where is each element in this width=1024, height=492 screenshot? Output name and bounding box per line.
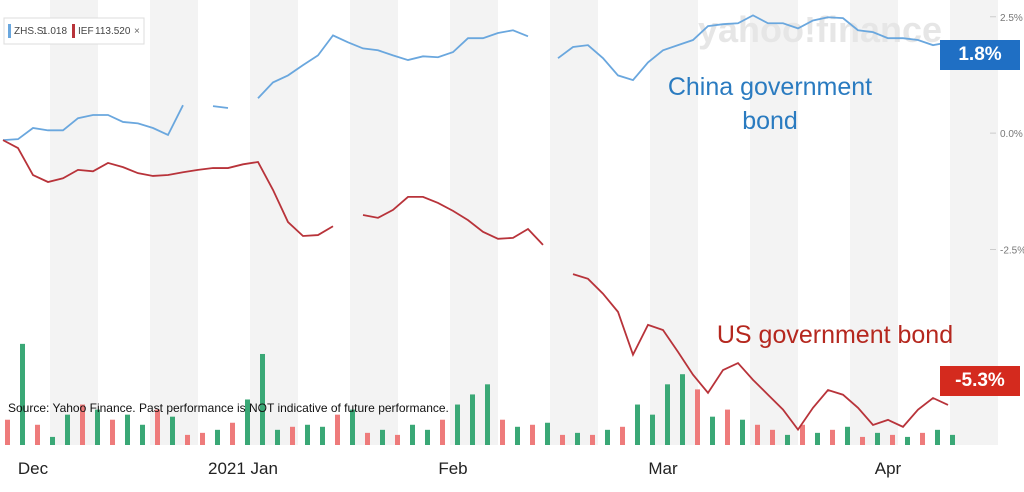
series-line [2,139,949,432]
volume-bar [185,434,190,445]
volume-bar [200,432,205,445]
volume-bar [635,404,640,445]
volume-bar [755,424,760,445]
y-tick-label: 2.5% [1000,13,1023,24]
stripe [250,0,298,445]
legend-swatch [72,24,75,38]
volume-bar [455,404,460,445]
volume-bar [125,414,130,445]
volume-bar [155,409,160,445]
legend-price: 1.018 [42,26,67,37]
volume-bar [605,429,610,445]
volume-bar [620,426,625,445]
volume-bar [380,429,385,445]
stripe [750,0,798,445]
volume-bar [140,424,145,445]
volume-bar [365,432,370,445]
volume-bar [950,434,955,445]
last-value-badge: -5.3% [940,366,1020,396]
volume-bar [215,429,220,445]
volume-bar [935,429,940,445]
volume-bar [725,409,730,445]
stripe [550,0,598,445]
watermark: yahoo!finance [698,9,942,50]
x-tick-label: Mar [648,459,678,478]
volume-bar [575,432,580,445]
volume-bar [35,424,40,445]
volume-bar [770,429,775,445]
series-annotation: US government bond [716,321,954,349]
source-note: Source: Yahoo Finance. Past performance … [8,401,449,415]
legend-symbol: ZHS.SI [14,26,46,37]
volume-bar [665,384,670,445]
legend-symbol: IEF [78,26,94,37]
stripe [150,0,198,445]
volume-bar [290,426,295,445]
series-annotation: China government bond [667,73,873,135]
stripe [850,0,898,445]
x-tick-label: 2021 Jan [208,459,278,478]
stripe [50,0,98,445]
volume-bar [50,436,55,445]
volume-bar [830,429,835,445]
volume-bar [815,432,820,445]
volume-bar [395,434,400,445]
volume-bar [65,414,70,445]
volume-bar [560,434,565,445]
volume-bar [335,414,340,445]
volume-bar [650,414,655,445]
volume-bar [440,419,445,445]
volume-bar [920,432,925,445]
legend-close[interactable]: × [134,26,140,37]
volume-bar [710,416,715,445]
volume-bar [875,432,880,445]
series-line [2,14,949,142]
volume-bar [890,434,895,445]
volume-bar [110,419,115,445]
volume-bar [680,374,685,445]
volume-bar [530,424,535,445]
volume-bar [320,426,325,445]
volume-bar [20,343,25,445]
volume-bar [545,422,550,445]
volume-bar [800,424,805,445]
x-tick-label: Feb [438,459,467,478]
y-tick-label: 0.0% [1000,129,1023,140]
volume-bar [230,422,235,445]
volume-bar [350,409,355,445]
x-tick-label: Apr [875,459,902,478]
x-tick-label: Dec [18,459,49,478]
volume-bar [5,419,10,445]
background-stripes [50,0,998,445]
volume-bar [740,419,745,445]
volume-bar [515,426,520,445]
volume-bar [275,429,280,445]
last-value-badge: 1.8% [940,40,1020,70]
volume-bar [785,434,790,445]
volume-bar [905,436,910,445]
volume-bar [695,389,700,445]
stripe [650,0,698,445]
volume-bar [425,429,430,445]
volume-bar [305,424,310,445]
volume-bar [245,399,250,445]
volume-bar [80,404,85,445]
legend-price: 113.520 [95,26,131,37]
volume-bar [860,436,865,445]
volume-bar [500,419,505,445]
volume-bar [410,424,415,445]
volume-bar [845,426,850,445]
stripe [450,0,498,445]
volume-bar [485,384,490,445]
legend-swatch [8,24,11,38]
stripe [350,0,398,445]
volume-bar [170,416,175,445]
volume-bar [95,409,100,445]
volume-bar [260,353,265,445]
y-tick-label: -2.5% [1000,245,1024,256]
volume-bar [590,434,595,445]
volume-bar [470,394,475,445]
